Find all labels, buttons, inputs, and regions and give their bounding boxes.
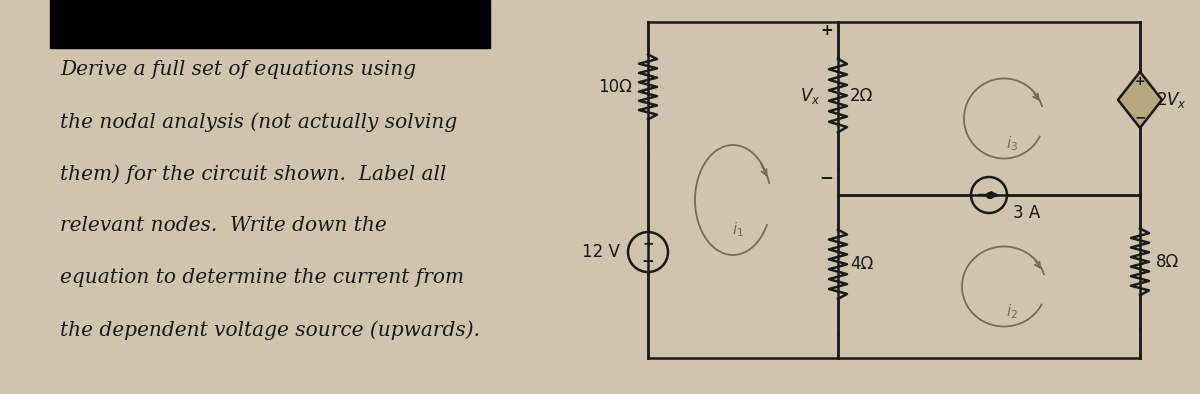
Text: −: − — [820, 168, 833, 186]
Text: the dependent voltage source (upwards).: the dependent voltage source (upwards). — [60, 320, 480, 340]
Text: $i_3$: $i_3$ — [1006, 134, 1018, 153]
Text: 10Ω: 10Ω — [598, 78, 632, 96]
Text: 8Ω: 8Ω — [1156, 253, 1180, 271]
Bar — [50, 0, 490, 48]
Text: relevant nodes.  Write down the: relevant nodes. Write down the — [60, 216, 386, 235]
Text: 4Ω: 4Ω — [850, 255, 874, 273]
Text: them) for the circuit shown.  Label all: them) for the circuit shown. Label all — [60, 164, 446, 184]
Text: −: − — [1134, 111, 1146, 125]
Text: +: + — [642, 237, 654, 251]
Text: $V_x$: $V_x$ — [800, 85, 820, 106]
Text: −: − — [642, 254, 654, 269]
Text: $i_2$: $i_2$ — [1006, 302, 1018, 321]
Polygon shape — [1118, 72, 1162, 128]
Text: 2Ω: 2Ω — [850, 87, 874, 104]
Text: equation to determine the current from: equation to determine the current from — [60, 268, 464, 287]
Text: 3 A: 3 A — [1013, 204, 1040, 222]
Text: +: + — [821, 22, 833, 37]
Text: $i_1$: $i_1$ — [732, 221, 744, 239]
Text: the nodal analysis (not actually solving: the nodal analysis (not actually solving — [60, 112, 457, 132]
Text: +: + — [1135, 75, 1145, 88]
Text: $2V_x$: $2V_x$ — [1156, 90, 1187, 110]
Text: Derive a full set of equations using: Derive a full set of equations using — [60, 60, 416, 79]
Text: 12 V: 12 V — [582, 243, 620, 261]
